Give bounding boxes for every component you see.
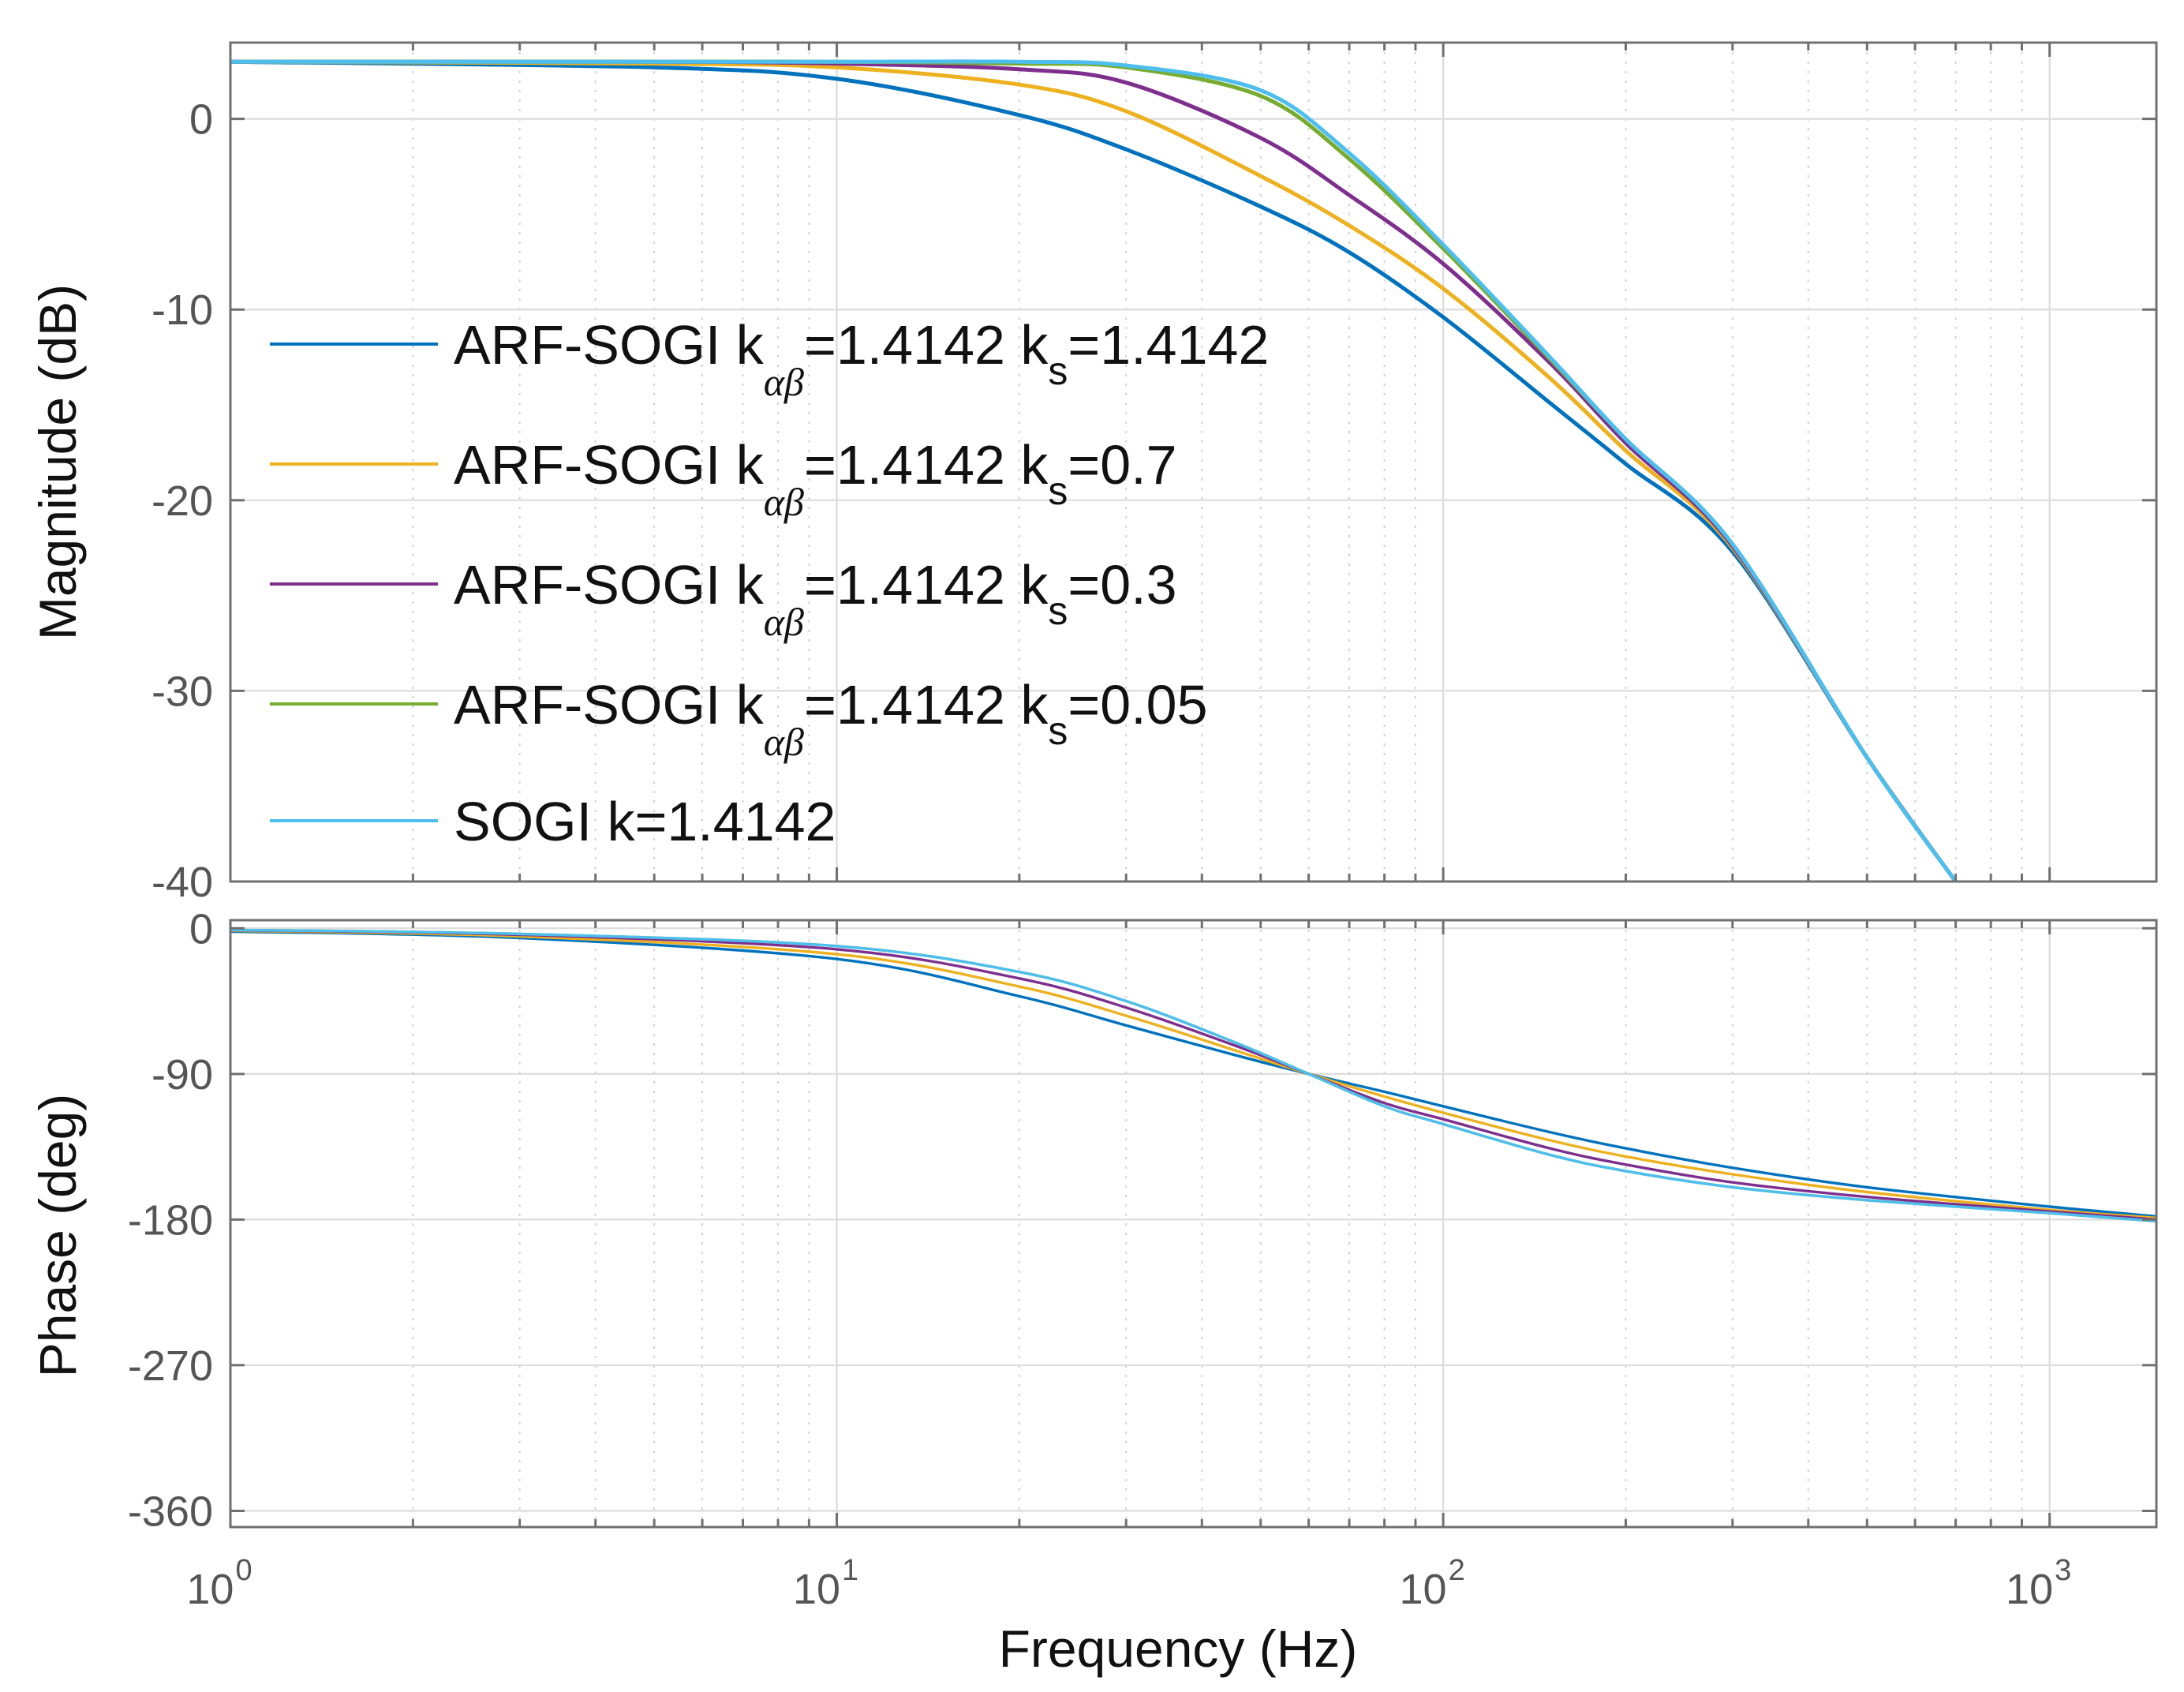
magnitude-series-line-0 (230, 59, 1958, 883)
phase-series-line-1 (230, 929, 2157, 1219)
magnitude-y-label: Magnitude (dB) (28, 284, 87, 640)
magnitude-y-tick-label: -20 (151, 477, 213, 525)
magnitude-y-tick-label: -40 (151, 859, 213, 906)
legend-entry-0: ARF-SOGI kαβ=1.4142 ks=1.4142 (454, 314, 1269, 404)
phase-y-tick-label: 0 (189, 905, 213, 953)
phase-series (230, 928, 2157, 1223)
phase-ticks: 0 -90 -180 -270 -360 (128, 905, 2156, 1535)
magnitude-y-tick-label: 0 (189, 96, 213, 144)
phase-panel: 0 -90 -180 -270 -360 Phase (deg) (28, 905, 2158, 1535)
x-tick-labels: 100 101 102 103 (186, 1554, 2071, 1613)
phase-y-tick-label: -90 (151, 1051, 213, 1099)
legend: ARF-SOGI kαβ=1.4142 ks=1.4142 ARF-SOGI kα… (270, 314, 1269, 852)
phase-series-line-4 (230, 928, 2157, 1223)
phase-axes-frame (229, 919, 2158, 1529)
magnitude-y-tick-label: -30 (151, 668, 213, 715)
magnitude-panel: 0 -10 -20 -30 -40 Magnitude (dB) (28, 41, 2158, 906)
magnitude-axes-frame (229, 41, 2158, 883)
x-axis-label: Frequency (Hz) (999, 1619, 1358, 1678)
phase-grid (229, 920, 2156, 1527)
x-tick-label: 103 (2006, 1554, 2071, 1613)
magnitude-series (230, 59, 1958, 883)
legend-entry-3: ARF-SOGI kαβ=1.4142 ks=0.05 (454, 674, 1208, 764)
x-tick-label: 100 (186, 1554, 252, 1613)
magnitude-ticks: 0 -10 -20 -30 -40 (151, 43, 2156, 906)
phase-y-tick-label: -180 (128, 1196, 213, 1244)
phase-series-line-0 (230, 930, 2157, 1218)
magnitude-y-tick-label: -10 (151, 286, 213, 334)
magnitude-series-line-4 (230, 59, 1958, 883)
phase-y-label: Phase (deg) (28, 1094, 87, 1378)
legend-entry-2: ARF-SOGI kαβ=1.4142 ks=0.3 (454, 554, 1177, 644)
x-tick-label: 102 (1400, 1554, 1465, 1613)
legend-entry-4: SOGI k=1.4142 (454, 791, 836, 852)
x-tick-label: 101 (793, 1554, 858, 1613)
phase-y-tick-label: -270 (128, 1342, 213, 1390)
phase-y-tick-label: -360 (128, 1488, 213, 1535)
legend-entry-1: ARF-SOGI kαβ=1.4142 ks=0.7 (454, 434, 1177, 524)
